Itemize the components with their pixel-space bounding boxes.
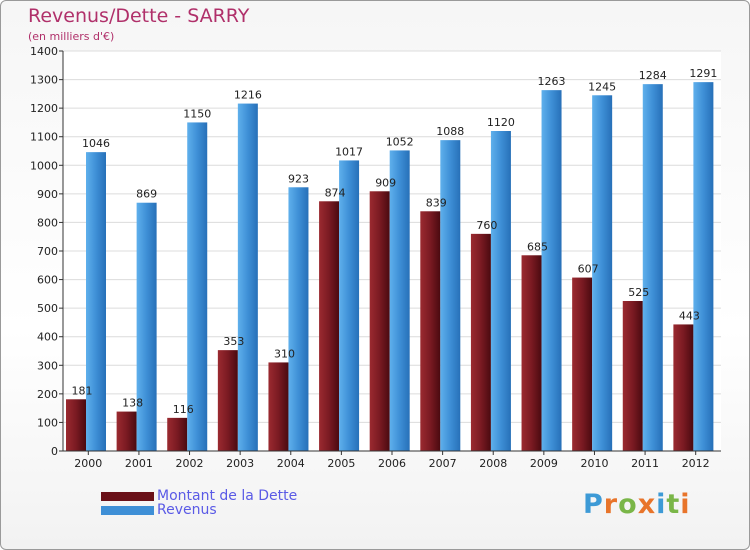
data-label-dette: 525 [628,286,649,299]
y-tick-label: 600 [37,274,58,287]
bar-revenus [389,150,410,451]
bar-revenus [693,82,714,452]
x-tick-label: 2012 [682,457,710,470]
y-tick-label: 400 [37,331,58,344]
data-label-dette: 116 [173,403,194,416]
data-label-revenus: 1291 [689,67,717,80]
legend-label-revenus: Revenus [157,502,217,518]
bar-revenus [136,202,157,451]
data-label-revenus: 1052 [386,135,414,148]
bar-dette [167,417,188,451]
y-tick-label: 700 [37,245,58,258]
bar-dette [66,399,86,451]
bar-revenus [187,122,208,451]
x-tick-label: 2006 [378,457,406,470]
bar-revenus [592,95,613,452]
x-tick-label: 2011 [631,457,659,470]
x-tick-label: 2003 [226,457,254,470]
data-label-revenus: 1245 [588,80,616,93]
y-tick-label: 1100 [30,131,58,144]
bar-dette [319,201,340,451]
x-tick-label: 2004 [277,457,305,470]
data-label-dette: 138 [122,397,143,410]
bar-dette [116,411,137,451]
bar-dette [470,233,491,451]
data-label-revenus: 1150 [183,107,211,120]
bar-dette [521,255,542,451]
data-label-dette: 181 [72,384,93,397]
chart-subtitle: (en milliers d'€) [28,30,115,43]
data-label-dette: 310 [274,347,295,360]
data-label-revenus: 923 [288,172,309,185]
data-label-revenus: 1088 [436,125,464,138]
data-label-revenus: 869 [136,188,157,201]
data-label-revenus: 1046 [82,137,110,150]
data-label-dette: 607 [578,263,599,276]
bar-revenus [541,90,562,452]
legend-label-dette: Montant de la Dette [157,488,298,504]
logo-letter: t [666,489,681,520]
chart-title: Revenus/Dette - SARRY [28,5,250,27]
proxiti-logo: Proxiti [583,489,691,520]
y-tick-label: 1200 [30,102,58,115]
logo-letter: i [656,489,667,520]
data-label-revenus: 1120 [487,116,515,129]
x-tick-label: 2007 [429,457,457,470]
logo-letter: x [637,489,657,520]
y-tick-label: 200 [37,388,58,401]
bar-dette [369,191,390,452]
legend-item-dette: Montant de la Dette [101,488,297,504]
y-tick-label: 1400 [30,45,58,58]
bar-revenus [339,160,360,451]
data-label-dette: 839 [426,196,447,209]
data-label-dette: 443 [679,309,700,322]
logo-letter: r [603,489,619,520]
x-tick-label: 2001 [125,457,153,470]
bar-revenus [237,103,258,452]
y-tick-label: 800 [37,216,58,229]
data-label-revenus: 1017 [335,145,363,158]
y-tick-label: 900 [37,188,58,201]
logo-letter: o [618,489,638,520]
y-tick-label: 0 [51,445,58,458]
logo-letter: i [680,489,691,520]
bar-dette [420,211,441,451]
data-label-revenus: 1284 [639,69,667,82]
legend-swatch-dette [101,491,154,501]
data-label-dette: 909 [375,176,396,189]
x-tick-label: 2000 [74,457,102,470]
data-label-dette: 874 [325,186,346,199]
bar-revenus [642,84,663,452]
bar-revenus [288,187,309,452]
x-tick-label: 2008 [479,457,507,470]
y-tick-label: 500 [37,302,58,315]
x-tick-label: 2005 [327,457,355,470]
bar-revenus [490,131,511,451]
legend-swatch-revenus [101,505,154,515]
bar-revenus [440,140,461,451]
bar-dette [217,350,238,451]
bar-revenus [86,152,106,451]
x-tick-label: 2002 [176,457,204,470]
bar-dette [673,324,694,451]
y-tick-label: 100 [37,416,58,429]
x-tick-label: 2010 [580,457,608,470]
data-label-dette: 760 [476,219,497,232]
data-label-revenus: 1216 [234,89,262,102]
bar-dette [268,362,289,451]
y-tick-label: 1000 [30,159,58,172]
data-label-dette: 353 [223,335,244,348]
data-label-revenus: 1263 [538,75,566,88]
x-tick-label: 2009 [530,457,558,470]
bar-dette [572,277,593,451]
logo-letter: P [583,489,604,520]
y-tick-label: 1300 [30,74,58,87]
bar-dette [622,301,643,451]
data-label-dette: 685 [527,240,548,253]
y-tick-label: 300 [37,359,58,372]
legend-item-revenus: Revenus [101,502,217,518]
